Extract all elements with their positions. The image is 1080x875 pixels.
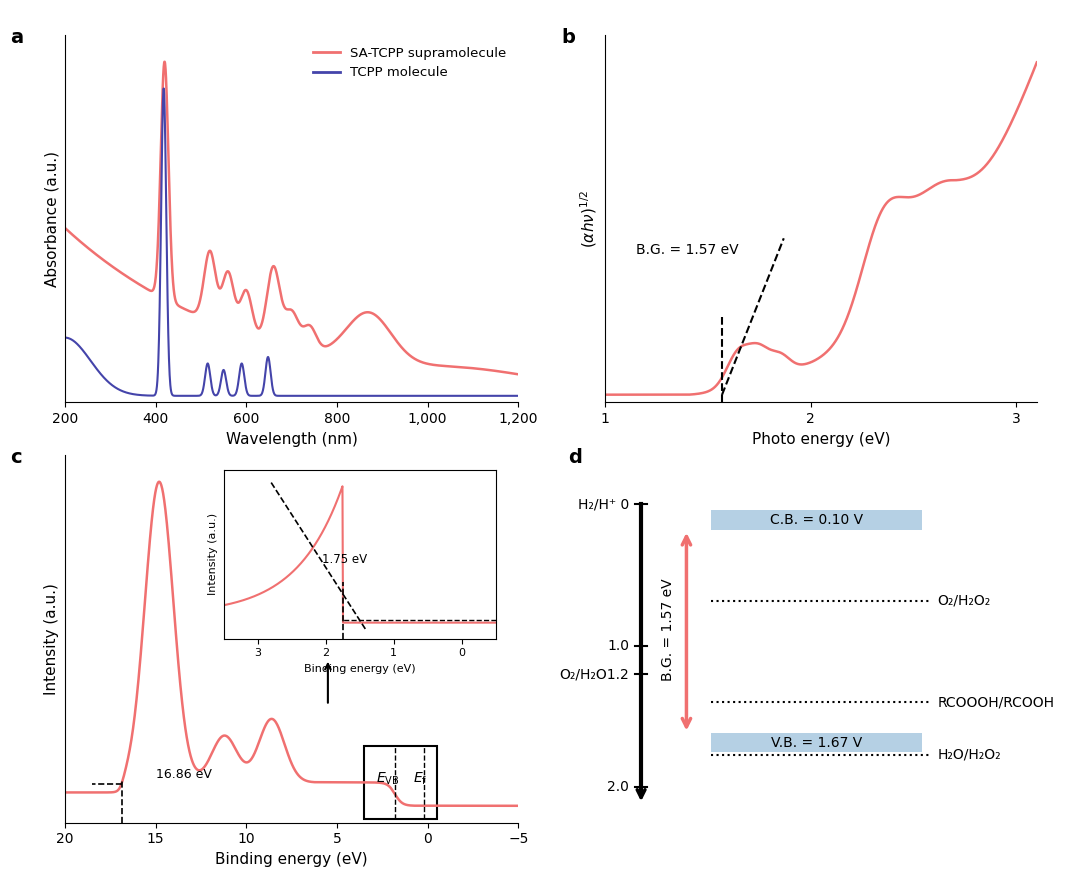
X-axis label: Photo energy (eV): Photo energy (eV) [752,431,890,447]
Text: 16.86 eV: 16.86 eV [156,768,212,781]
Text: V.B. = 1.67 V: V.B. = 1.67 V [771,736,862,750]
Text: $E_\mathrm{VB}$: $E_\mathrm{VB}$ [376,770,400,787]
Legend: SA-TCPP supramolecule, TCPP molecule: SA-TCPP supramolecule, TCPP molecule [308,42,512,85]
Text: 2.0: 2.0 [607,780,629,794]
Text: C.B. = 0.10 V: C.B. = 0.10 V [770,513,863,527]
Text: O₂/H₂O1.2: O₂/H₂O1.2 [559,667,629,681]
Text: RCOOOH/RCOOH: RCOOOH/RCOOH [937,696,1054,710]
Y-axis label: $(\alpha h\nu)^{1/2}$: $(\alpha h\nu)^{1/2}$ [579,190,599,248]
Text: O₂/H₂O₂: O₂/H₂O₂ [937,593,990,607]
X-axis label: Wavelength (nm): Wavelength (nm) [226,431,357,447]
Text: b: b [562,28,576,46]
Text: $E_\mathrm{f}$: $E_\mathrm{f}$ [414,770,428,787]
Text: a: a [11,28,24,46]
Y-axis label: Absorbance (a.u.): Absorbance (a.u.) [44,150,59,287]
Y-axis label: Intensity (a.u.): Intensity (a.u.) [44,583,59,695]
Text: c: c [11,448,22,466]
Text: H₂/H⁺ 0: H₂/H⁺ 0 [578,498,629,512]
Text: 1.0: 1.0 [607,639,629,653]
Bar [711,510,922,530]
Text: B.G. = 1.57 eV: B.G. = 1.57 eV [661,578,675,681]
Text: d: d [568,448,582,466]
Text: B.G. = 1.57 eV: B.G. = 1.57 eV [636,243,739,257]
Bar [711,733,922,752]
Text: H₂O/H₂O₂: H₂O/H₂O₂ [937,747,1001,761]
X-axis label: Binding energy (eV): Binding energy (eV) [215,851,368,867]
